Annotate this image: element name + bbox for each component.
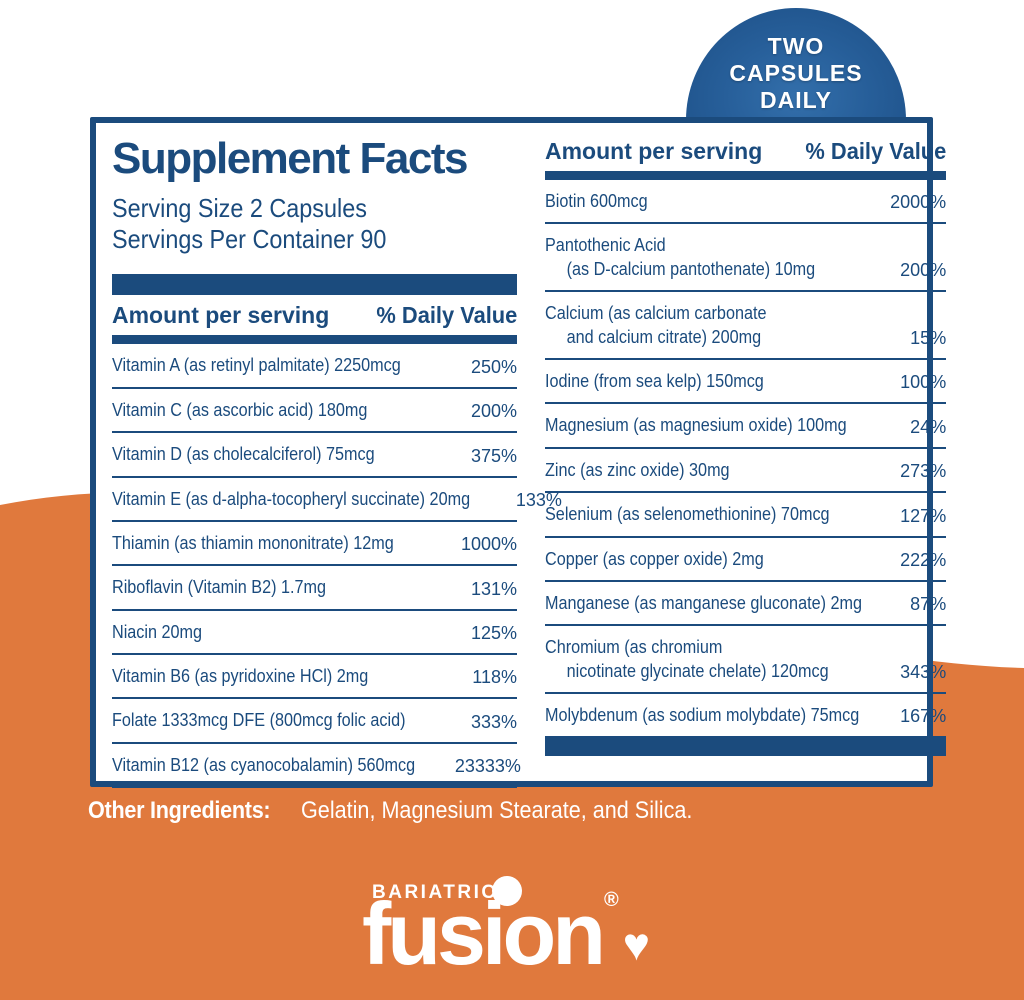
table-header-left: Amount per serving % Daily Value [112,295,517,335]
medium-rule [112,335,517,345]
table-row: Zinc (as zinc oxide) 30mg 273% [545,449,947,494]
table-row: Copper (as copper oxide) 2mg 222% [545,538,947,582]
table-row: Selenium (as selenomethionine) 70mcg 127% [545,493,947,538]
table-row: Niacin 20mg 125% [112,611,517,656]
table-row: Pantothenic Acid (as D-calcium pantothen… [545,224,947,293]
other-ingredients: Other Ingredients: Gelatin, Magnesium Ste… [88,797,736,825]
heart-icon: ♥ [622,918,651,970]
amount-header: Amount per serving [545,138,763,164]
badge-line: DAILY [760,86,832,113]
bariatric-fusion-logo: BARIATRIC fusion ®♥ [362,866,682,996]
panel-title: Supplement Facts [112,134,468,183]
facts-left-column: Supplement Facts Serving Size 2 Capsules… [96,123,562,789]
table-row: Riboflavin (Vitamin B2) 1.7mg 131% [112,566,517,611]
logo-dot-icon [492,876,522,906]
table-row: Calcium (as calcium carbonate and calciu… [545,292,947,360]
facts-right-column: Amount per serving % Daily Value Biotin … [529,123,960,781]
other-ingredients-label: Other Ingredients: [88,797,271,824]
table-row: Magnesium (as magnesium oxide) 100mg 24% [545,404,947,449]
brand-top-text: BARIATRIC [372,882,498,903]
table-row: Thiamin (as thiamin mononitrate) 12mg 100… [112,522,517,567]
nutrient-table-left: Vitamin A (as retinyl palmitate) 2250mcg… [112,344,562,789]
two-capsules-daily-badge: TWO CAPSULES DAILY [686,8,906,120]
thick-rule-bottom [545,736,947,757]
servings-per-container: Servings Per Container 90 [112,223,387,254]
table-row: Chromium (as chromium nicotinate glycina… [545,626,947,695]
amount-header: Amount per serving [112,302,330,329]
serving-size: Serving Size 2 Capsules [112,193,367,223]
table-row: Vitamin B6 (as pyridoxine HCl) 2mg 118% [112,655,517,700]
table-row: Biotin 600mcg 2000% [545,180,947,225]
medium-rule [545,171,947,180]
nutrient-table-right: Biotin 600mcg 2000% Pantothenic Acid (as … [545,180,947,736]
table-row: Vitamin B12 (as cyanocobalamin) 560mcg 23… [112,744,521,789]
table-header-right: Amount per serving % Daily Value [545,131,946,171]
brand-main-text: fusion ®♥ [362,884,651,983]
registered-mark: ® [603,889,619,911]
badge-line: TWO [767,32,825,59]
table-row: Vitamin D (as cholecalciferol) 75mcg 375% [112,433,517,478]
table-row: Manganese (as manganese gluconate) 2mg 87… [545,582,947,627]
daily-value-header: % Daily Value [805,138,947,164]
table-row: Folate 1333mcg DFE (800mcg folic acid) 33… [112,699,517,744]
table-row: Vitamin A (as retinyl palmitate) 2250mcg… [112,344,517,389]
table-row: Vitamin C (as ascorbic acid) 180mg 200% [112,389,517,434]
badge-line: CAPSULES [729,59,863,86]
daily-value-header: % Daily Value [376,302,517,329]
supplement-facts-panel: Supplement Facts Serving Size 2 Capsules… [90,117,947,789]
other-ingredients-value: Gelatin, Magnesium Stearate, and Silica. [300,797,693,824]
thick-rule [112,274,517,296]
table-row: Molybdenum (as sodium molybdate) 75mcg 16… [545,705,947,727]
table-row: Iodine (from sea kelp) 150mcg 100% [545,360,947,405]
table-row: Vitamin E (as d-alpha-tocopheryl succina… [112,478,562,522]
serving-info: Serving Size 2 Capsules Servings Per Con… [112,193,517,254]
